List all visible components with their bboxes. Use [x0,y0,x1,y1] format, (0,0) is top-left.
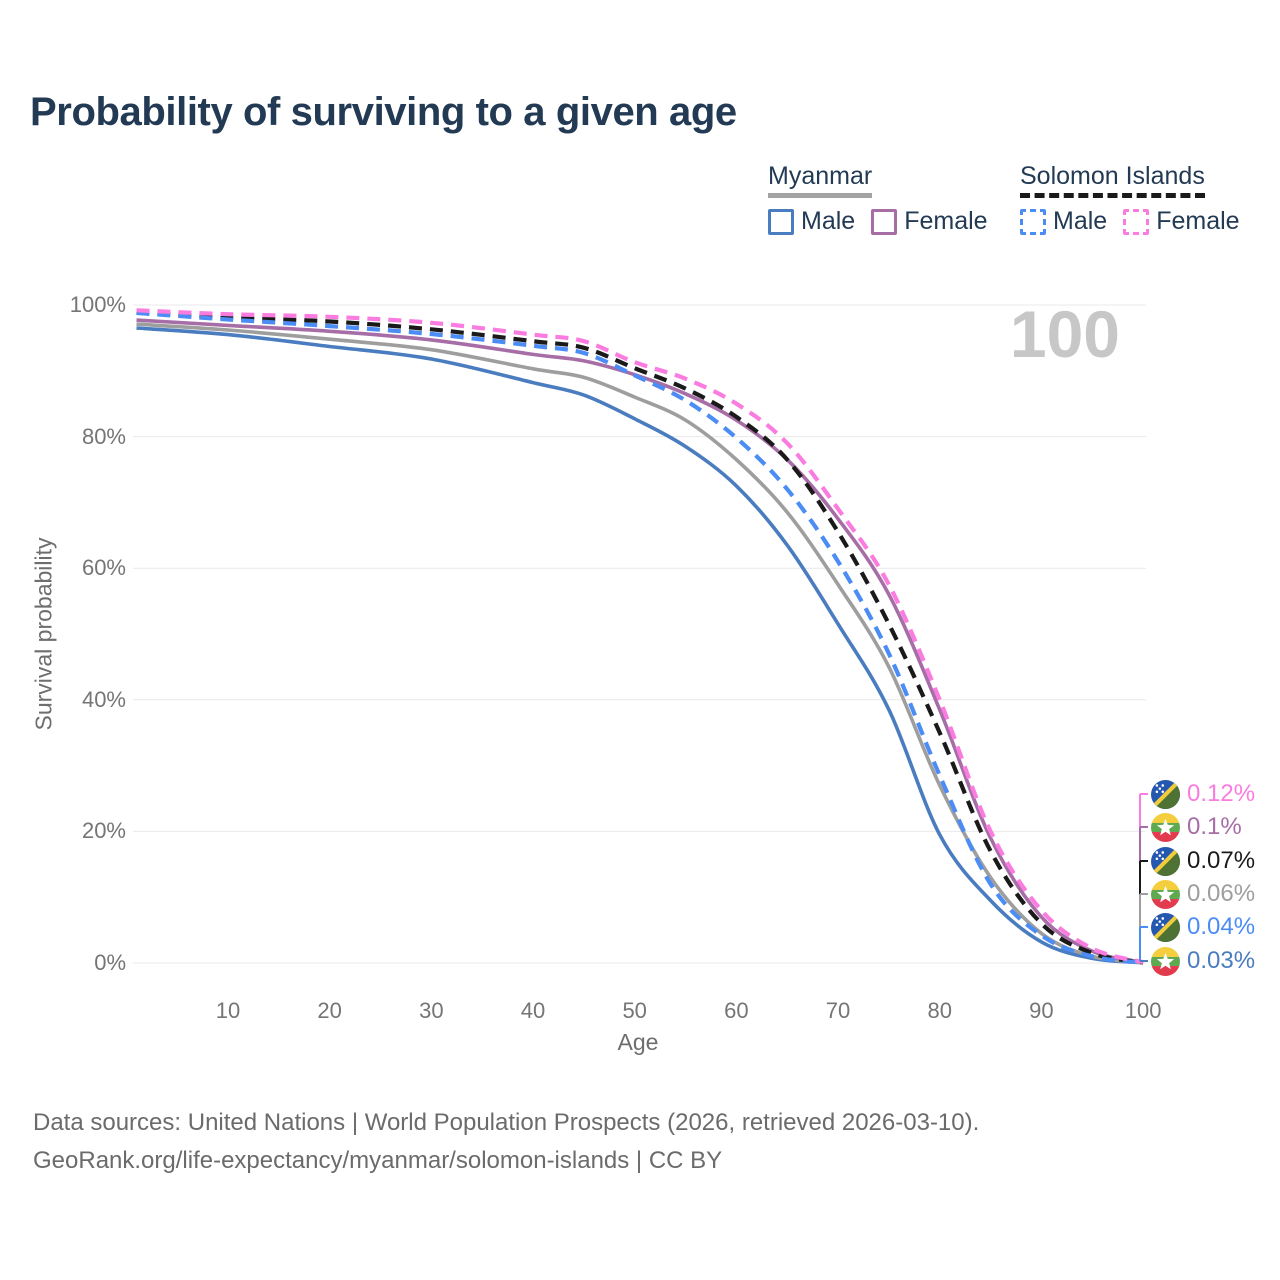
myanmar-female-swatch-icon [871,208,898,235]
solomon-male-swatch-icon [1020,208,1046,235]
x-axis-tick-label: 100 [1124,998,1162,1023]
curve-myanmar-male[interactable] [136,326,1144,965]
legend-item-label: Male [801,207,856,235]
legend-item-myanmar-female[interactable]: Female [871,207,988,236]
legend-group-myanmar: Myanmar Male Female [768,162,988,236]
end-label-value: 0.07% [1187,847,1256,874]
end-label-value: 0.06% [1187,880,1256,907]
solomon-islands-flag-icon [1151,779,1180,809]
y-axis-tick-label: 100% [69,292,126,317]
legend-item-label: Female [1156,207,1240,235]
x-axis-tick-label: 10 [215,998,241,1023]
legend-item-myanmar-male[interactable]: Male [768,207,855,236]
legend-item-solomon-female[interactable]: Female [1123,207,1240,236]
end-label-solomon-islands-0.04%[interactable]: 0.04% [1151,912,1255,942]
x-axis-tick-label: 70 [825,998,851,1023]
legend-item-label: Male [1053,207,1108,235]
y-axis-title: Survival probability [30,537,57,731]
legend-header-myanmar: Myanmar [768,162,873,198]
legend-item-solomon-male[interactable]: Male [1020,207,1107,236]
x-axis-tick-label: 90 [1029,998,1054,1023]
solomon-islands-flag-icon [1151,912,1180,942]
end-label-myanmar-0.03%[interactable]: 0.03% [1151,946,1255,976]
age-watermark: 100 [1009,297,1120,371]
x-axis-title: Age [617,1029,659,1055]
curve-myanmar-all[interactable] [136,322,1144,965]
curve-solomon-female[interactable] [136,308,1144,965]
end-label-solomon-islands-0.07%[interactable]: 0.07% [1151,846,1255,876]
solomon-islands-flag-icon [1151,846,1180,876]
y-axis-tick-label: 40% [81,686,126,712]
curve-solomon-male[interactable] [136,310,1144,965]
myanmar-flag-icon [1151,946,1180,976]
end-label-myanmar-0.1%[interactable]: 0.1% [1151,812,1242,842]
end-label-value: 0.12% [1187,780,1256,807]
x-axis-tick-label: 50 [622,998,647,1023]
y-axis-tick-label: 20% [81,818,126,844]
myanmar-flag-icon [1151,879,1180,909]
x-axis-tick-label: 20 [317,998,342,1023]
myanmar-flag-icon [1151,812,1180,842]
end-label-value: 0.04% [1187,913,1256,940]
y-axis-tick-label: 80% [81,423,126,449]
footer-attribution-link[interactable]: GeoRank.org/life-expectancy/myanmar/solo… [33,1147,723,1174]
curve-solomon-all[interactable] [136,309,1144,965]
x-axis-tick-label: 80 [927,998,952,1023]
end-label-value: 0.1% [1187,813,1242,840]
legend-item-label: Female [904,207,988,235]
end-label-value: 0.03% [1187,947,1256,974]
myanmar-male-swatch-icon [768,208,794,235]
x-axis-tick-label: 40 [520,998,546,1023]
solomon-female-swatch-icon [1123,208,1150,235]
x-axis-tick-label: 60 [724,998,749,1023]
legend-group-solomon-islands: Solomon Islands Male Female [1020,162,1240,236]
curve-myanmar-female[interactable] [136,318,1144,965]
end-label-solomon-islands-0.12%[interactable]: 0.12% [1151,779,1255,809]
x-axis-tick-label: 30 [419,998,444,1023]
page-title: Probability of surviving to a given age [30,90,737,134]
y-axis-tick-label: 60% [81,555,126,581]
end-label-myanmar-0.06%[interactable]: 0.06% [1151,879,1255,909]
legend-header-solomon-islands: Solomon Islands [1020,162,1205,198]
footer-data-sources: Data sources: United Nations | World Pop… [33,1109,980,1136]
y-axis-tick-label: 0% [94,950,126,975]
